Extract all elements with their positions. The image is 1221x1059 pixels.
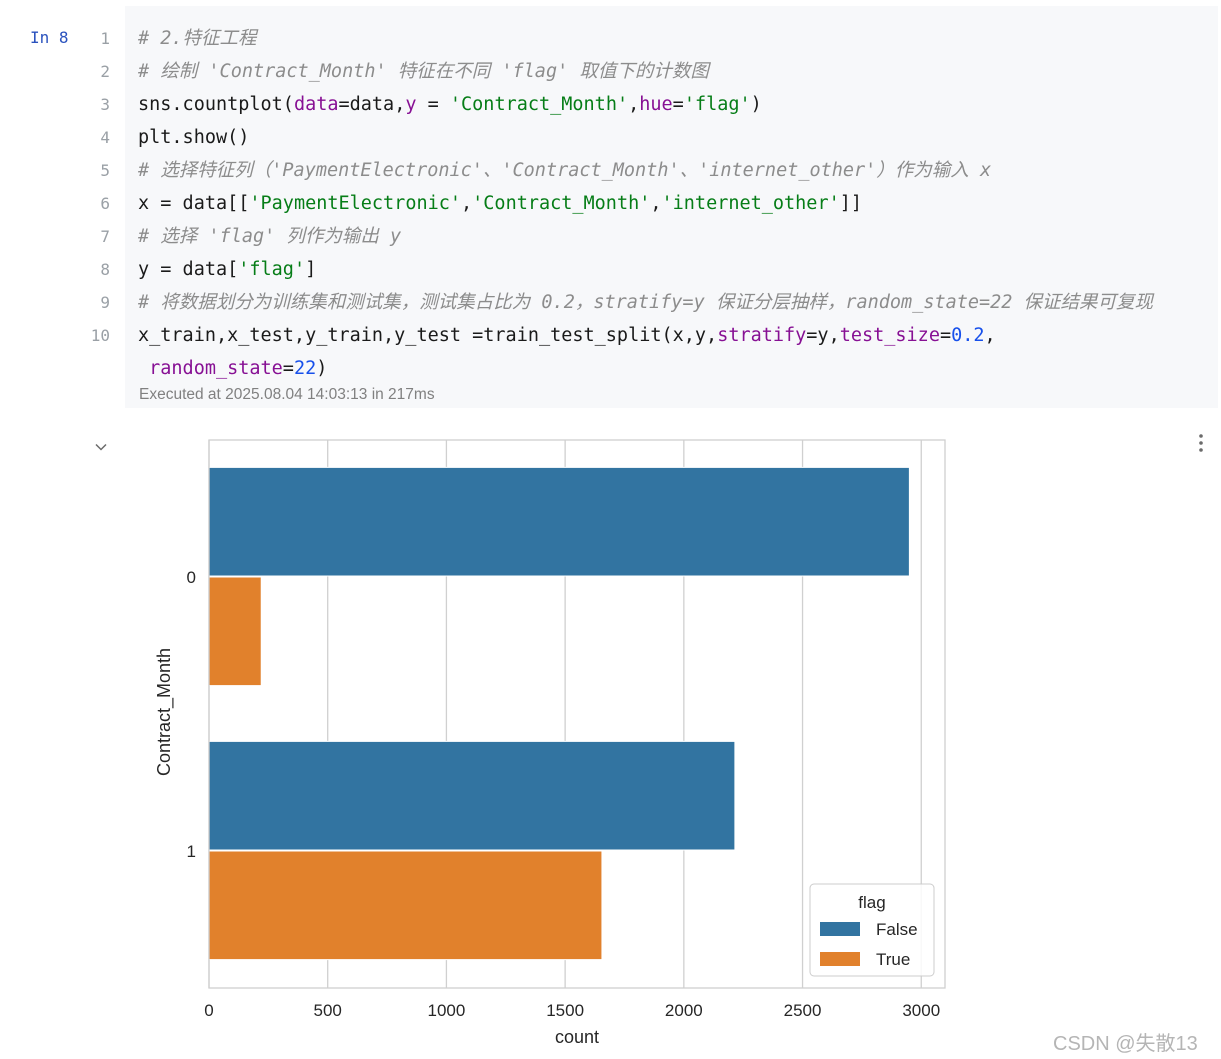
code-line: # 选择特征列（'PaymentElectronic'、'Contract_Mo…: [138, 154, 991, 187]
code-token: 'Contract_Month': [449, 94, 629, 115]
code-line: x = data[['PaymentElectronic','Contract_…: [138, 187, 862, 220]
code-line: # 2.特征工程: [138, 22, 257, 55]
code-token: =data,: [338, 94, 406, 115]
code-token: hue: [639, 94, 673, 115]
execution-info: Executed at 2025.08.04 14:03:13 in 217ms: [139, 386, 435, 403]
code-token: ]: [305, 259, 317, 280]
y-tick-label: 1: [187, 842, 196, 861]
x-tick-label: 2500: [784, 1001, 822, 1020]
x-tick-label: 500: [314, 1001, 342, 1020]
code-token: # 选择特征列（'PaymentElectronic'、'Contract_Mo…: [138, 160, 992, 181]
line-number: 9: [100, 293, 110, 312]
line-number: 2: [100, 62, 110, 81]
code-token: stratify: [717, 325, 807, 346]
chevron-down-icon[interactable]: [92, 438, 110, 456]
code-line: x_train,x_test,y_train,y_test =train_tes…: [138, 319, 996, 352]
code-token: x_train,x_test,y_train,y_test =train_tes…: [138, 325, 718, 346]
x-tick-label: 0: [204, 1001, 213, 1020]
code-token: 'flag': [238, 259, 306, 280]
code-line: sns.countplot(data=data,y = 'Contract_Mo…: [138, 88, 762, 121]
watermark: CSDN @失散13: [1053, 1033, 1198, 1055]
code-token: ,: [628, 94, 640, 115]
code-token: plt.show(): [138, 127, 250, 148]
x-axis-label: count: [555, 1027, 599, 1047]
code-token: y: [405, 94, 417, 115]
code-token: =y,: [806, 325, 840, 346]
bar-true-1: [208, 850, 603, 961]
legend-swatch-false: [820, 922, 860, 936]
code-line: # 将数据划分为训练集和测试集，测试集占比为 0.2，stratify=y 保证…: [138, 286, 1153, 319]
code-line: plt.show(): [138, 121, 249, 154]
code-line: # 绘制 'Contract_Month' 特征在不同 'flag' 取值下的计…: [138, 55, 709, 88]
y-axis-label: Contract_Month: [154, 648, 175, 776]
code-token: =: [282, 358, 294, 379]
y-tick-label: 0: [187, 568, 196, 587]
line-number: 7: [100, 227, 110, 246]
code-token: ): [316, 358, 328, 379]
code-token: test_size: [839, 325, 940, 346]
line-number: 1: [100, 29, 110, 48]
code-token: 'Contract_Month': [472, 193, 651, 214]
code-token: 'flag': [683, 94, 751, 115]
code-token: =: [416, 94, 450, 115]
line-number: 10: [90, 326, 110, 345]
code-token: data: [293, 94, 339, 115]
code-token: # 将数据划分为训练集和测试集，测试集占比为 0.2，stratify=y 保证…: [138, 292, 1154, 313]
code-token: 'PaymentElectronic': [249, 193, 462, 214]
x-tick-label: 2000: [665, 1001, 703, 1020]
code-token: =: [939, 325, 952, 346]
code-line: random_state=22): [138, 352, 327, 385]
line-number: 4: [100, 128, 110, 147]
code-token: # 2.特征工程: [138, 28, 257, 49]
code-line: y = data['flag']: [138, 253, 316, 286]
code-token: y = data[: [138, 259, 239, 280]
code-token: # 绘制 'Contract_Month' 特征在不同 'flag' 取值下的计…: [138, 61, 709, 82]
line-number: 8: [100, 260, 110, 279]
code-token: sns.countplot(: [138, 94, 294, 115]
cell-prompt: In 8: [30, 28, 69, 47]
code-token: ): [750, 94, 762, 115]
code-token: ,: [461, 193, 473, 214]
code-token: 'internet_other': [661, 193, 840, 214]
legend-label-true: True: [876, 950, 910, 969]
code-token: # 选择 'flag' 列作为输出 y: [138, 226, 402, 247]
code-token: =: [672, 94, 684, 115]
x-tick-label: 1500: [546, 1001, 584, 1020]
x-tick-label: 1000: [428, 1001, 466, 1020]
legend-label-false: False: [876, 920, 918, 939]
code-cell[interactable]: [125, 6, 1218, 408]
code-token: 22: [293, 358, 317, 379]
code-token: ]]: [839, 193, 863, 214]
more-vertical-icon[interactable]: [1193, 432, 1209, 456]
bar-false-0: [208, 466, 910, 577]
bar-true-0: [208, 576, 262, 687]
legend-swatch-true: [820, 952, 860, 966]
line-number: 3: [100, 95, 110, 114]
plot-frame: [208, 439, 946, 989]
code-token: x = data[[: [138, 193, 250, 214]
code-token: random_state: [149, 358, 283, 379]
bar-false-1: [208, 740, 736, 851]
code-token: 0.2: [951, 325, 985, 346]
line-number: 5: [100, 161, 110, 180]
code-line: # 选择 'flag' 列作为输出 y: [138, 220, 401, 253]
code-token: ,: [650, 193, 662, 214]
code-token: ,: [984, 325, 996, 346]
line-number: 6: [100, 194, 110, 213]
legend-title: flag: [858, 893, 885, 912]
x-tick-label: 3000: [902, 1001, 940, 1020]
